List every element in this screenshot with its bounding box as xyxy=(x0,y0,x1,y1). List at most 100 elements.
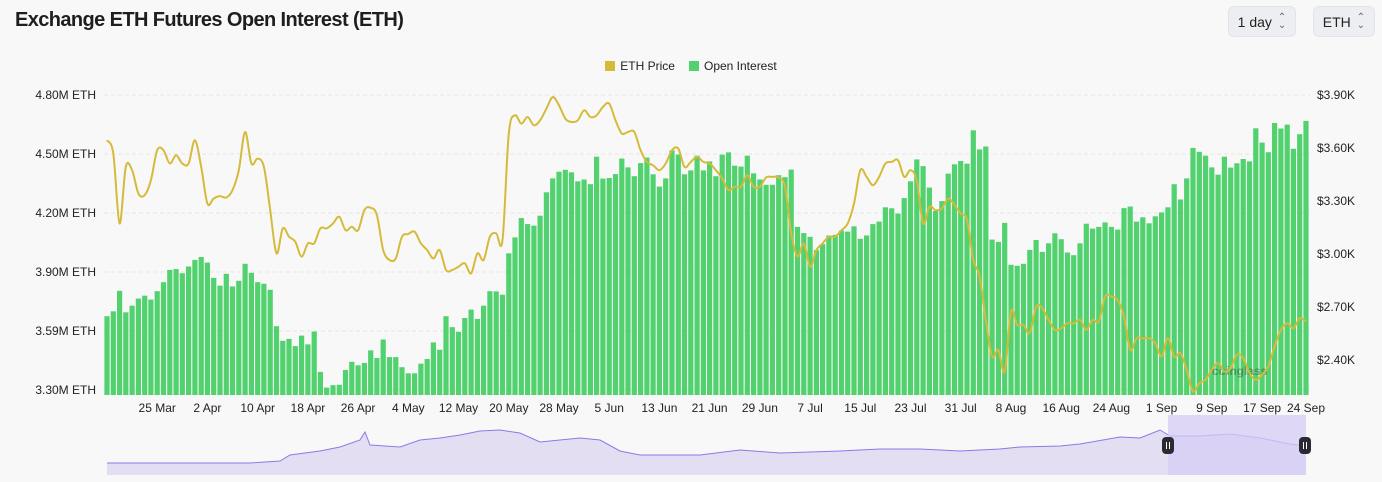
legend-item-eth-price[interactable]: ETH Price xyxy=(605,59,675,73)
interval-select-value: 1 day xyxy=(1237,13,1272,30)
open-interest-bar xyxy=(1052,233,1058,395)
open-interest-bar xyxy=(725,152,732,395)
x-tick-label: 4 May xyxy=(392,401,425,415)
open-interest-bar xyxy=(537,215,543,395)
open-interest-bar xyxy=(769,184,775,395)
open-interest-bar xyxy=(317,371,323,395)
open-interest-bar xyxy=(1071,255,1077,395)
y-right-tick-label: $3.60K xyxy=(1317,141,1355,155)
open-interest-bar xyxy=(845,231,851,395)
open-interest-bar xyxy=(349,361,355,395)
open-interest-bar xyxy=(700,170,706,395)
open-interest-bar xyxy=(951,164,958,395)
x-tick-label: 25 Mar xyxy=(139,401,176,415)
open-interest-bar xyxy=(543,192,549,395)
open-interest-bar xyxy=(738,166,744,395)
open-interest-bar xyxy=(926,187,932,395)
open-interest-bar xyxy=(864,235,870,395)
open-interest-bar xyxy=(437,349,443,395)
interval-select[interactable]: 1 day ⌃ ⌄ xyxy=(1228,6,1296,37)
navigator-selection[interactable] xyxy=(1168,415,1306,475)
open-interest-bar xyxy=(751,173,757,395)
legend-item-open-interest[interactable]: Open Interest xyxy=(688,59,777,73)
open-interest-bar xyxy=(995,241,1001,395)
open-interest-bar xyxy=(1039,251,1045,395)
open-interest-bar xyxy=(1002,222,1008,395)
open-interest-bar xyxy=(1008,264,1014,395)
legend-swatch-open-interest xyxy=(688,61,699,71)
open-interest-bar xyxy=(1240,159,1246,395)
open-interest-bar xyxy=(983,146,989,395)
open-interest-bar xyxy=(1159,212,1165,395)
open-interest-bar xyxy=(876,221,882,395)
navigator-handle[interactable] xyxy=(1299,437,1311,454)
open-interest-bar xyxy=(587,184,593,395)
open-interest-bar xyxy=(1259,142,1265,395)
x-tick-label: 28 May xyxy=(539,401,578,415)
open-interest-bar xyxy=(794,226,801,395)
x-tick-label: 23 Jul xyxy=(894,401,926,415)
open-interest-bar xyxy=(443,316,449,395)
x-tick-label: 20 May xyxy=(489,401,528,415)
navigator-area xyxy=(107,430,1306,475)
open-interest-bar xyxy=(160,282,167,395)
open-interest-bar xyxy=(299,335,305,395)
open-interest-bar xyxy=(393,357,399,395)
x-tick-label: 10 Apr xyxy=(240,401,275,415)
open-interest-bar xyxy=(261,283,267,395)
open-interest-series xyxy=(104,120,1309,396)
open-interest-bar xyxy=(129,305,135,395)
open-interest-bar xyxy=(412,373,418,395)
open-interest-bar xyxy=(707,161,713,395)
x-tick-label: 16 Aug xyxy=(1043,401,1080,415)
open-interest-bar xyxy=(606,178,612,395)
y-right-tick-label: $2.70K xyxy=(1317,300,1355,314)
navigator-line xyxy=(107,429,1307,464)
open-interest-bar xyxy=(901,198,907,395)
open-interest-bar xyxy=(556,171,562,395)
open-interest-bar xyxy=(625,167,631,395)
y-left-tick-label: 4.80M ETH xyxy=(35,88,96,102)
open-interest-bar xyxy=(638,163,644,395)
open-interest-bar xyxy=(368,350,374,395)
open-interest-bar xyxy=(481,305,487,395)
open-interest-bar xyxy=(292,346,298,395)
open-interest-bar xyxy=(336,384,342,395)
open-interest-bar xyxy=(1014,265,1020,395)
open-interest-bar xyxy=(248,272,254,395)
open-interest-bar xyxy=(663,178,669,395)
open-interest-bar xyxy=(1265,152,1271,395)
open-interest-bar xyxy=(776,175,782,395)
open-interest-bar xyxy=(732,165,738,395)
open-interest-bar xyxy=(512,237,518,395)
open-interest-bar xyxy=(1121,208,1127,395)
open-interest-bar xyxy=(1253,128,1259,396)
open-interest-bar xyxy=(267,289,273,395)
navigator-handle[interactable] xyxy=(1162,437,1174,454)
open-interest-bar xyxy=(342,370,349,395)
open-interest-bar xyxy=(405,373,411,395)
open-interest-bar xyxy=(242,263,248,395)
open-interest-bar xyxy=(493,291,499,395)
open-interest-bar xyxy=(681,174,688,395)
open-interest-bar xyxy=(719,154,725,395)
open-interest-bar xyxy=(1165,207,1171,395)
page-title: Exchange ETH Futures Open Interest (ETH) xyxy=(15,9,404,31)
open-interest-bar xyxy=(562,169,568,395)
open-interest-bar xyxy=(1058,239,1064,395)
y-right-tick-label: $3.90K xyxy=(1317,88,1355,102)
open-interest-bar xyxy=(374,358,380,395)
open-interest-bar xyxy=(581,179,587,395)
y-left-tick-label: 4.50M ETH xyxy=(35,147,96,161)
open-interest-bar xyxy=(135,298,141,395)
open-interest-bar xyxy=(763,184,769,395)
open-interest-bar xyxy=(1020,263,1027,395)
x-tick-label: 18 Apr xyxy=(291,401,326,415)
unit-select[interactable]: ETH ⌃ ⌄ xyxy=(1313,6,1375,37)
open-interest-bar xyxy=(832,234,838,395)
open-interest-bar xyxy=(989,239,995,395)
open-interest-bar xyxy=(895,213,901,395)
open-interest-bar xyxy=(229,286,236,395)
open-interest-bar xyxy=(1108,226,1114,395)
open-interest-bar xyxy=(1115,229,1121,395)
